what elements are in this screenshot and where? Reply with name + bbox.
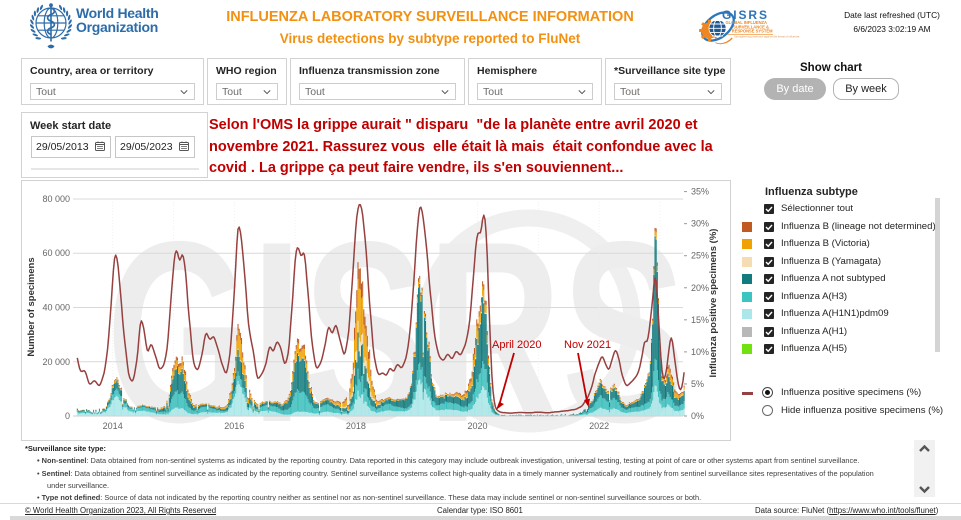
svg-text:2016: 2016 (224, 421, 244, 431)
svg-text:Number of specimens: Number of specimens (26, 257, 37, 356)
svg-text:2018: 2018 (346, 421, 366, 431)
svg-text:Influenza positive specimens (: Influenza positive specimens (%) (708, 229, 719, 378)
svg-text:2022: 2022 (589, 421, 609, 431)
svg-text:30%: 30% (691, 219, 709, 229)
svg-text:0: 0 (65, 411, 70, 421)
svg-text:15%: 15% (691, 315, 709, 325)
svg-text:20%: 20% (691, 283, 709, 293)
svg-text:10%: 10% (691, 347, 709, 357)
svg-text:GISRS: GISRS (722, 8, 769, 22)
svg-text:40 000: 40 000 (42, 303, 70, 313)
svg-text:2014: 2014 (103, 421, 123, 431)
svg-text:5%: 5% (691, 379, 704, 389)
svg-text:April 2020: April 2020 (492, 339, 542, 351)
svg-text:GLOBAL INFLUENZA: GLOBAL INFLUENZA (725, 20, 767, 25)
svg-text:60 000: 60 000 (42, 248, 70, 258)
svg-text:Strengthening protection again: Strengthening protection against the thr… (734, 35, 800, 39)
svg-text:20 000: 20 000 (42, 357, 70, 367)
svg-text:80 000: 80 000 (42, 194, 70, 204)
svg-text:25%: 25% (691, 251, 709, 261)
svg-text:Nov 2021: Nov 2021 (564, 339, 611, 351)
svg-text:SURVEILLANCE &: SURVEILLANCE & (733, 24, 769, 29)
svg-text:RESPONSE SYSTEM: RESPONSE SYSTEM (732, 29, 773, 34)
svg-text:0%: 0% (691, 411, 704, 421)
svg-text:35%: 35% (691, 187, 709, 197)
svg-text:2020: 2020 (467, 421, 487, 431)
